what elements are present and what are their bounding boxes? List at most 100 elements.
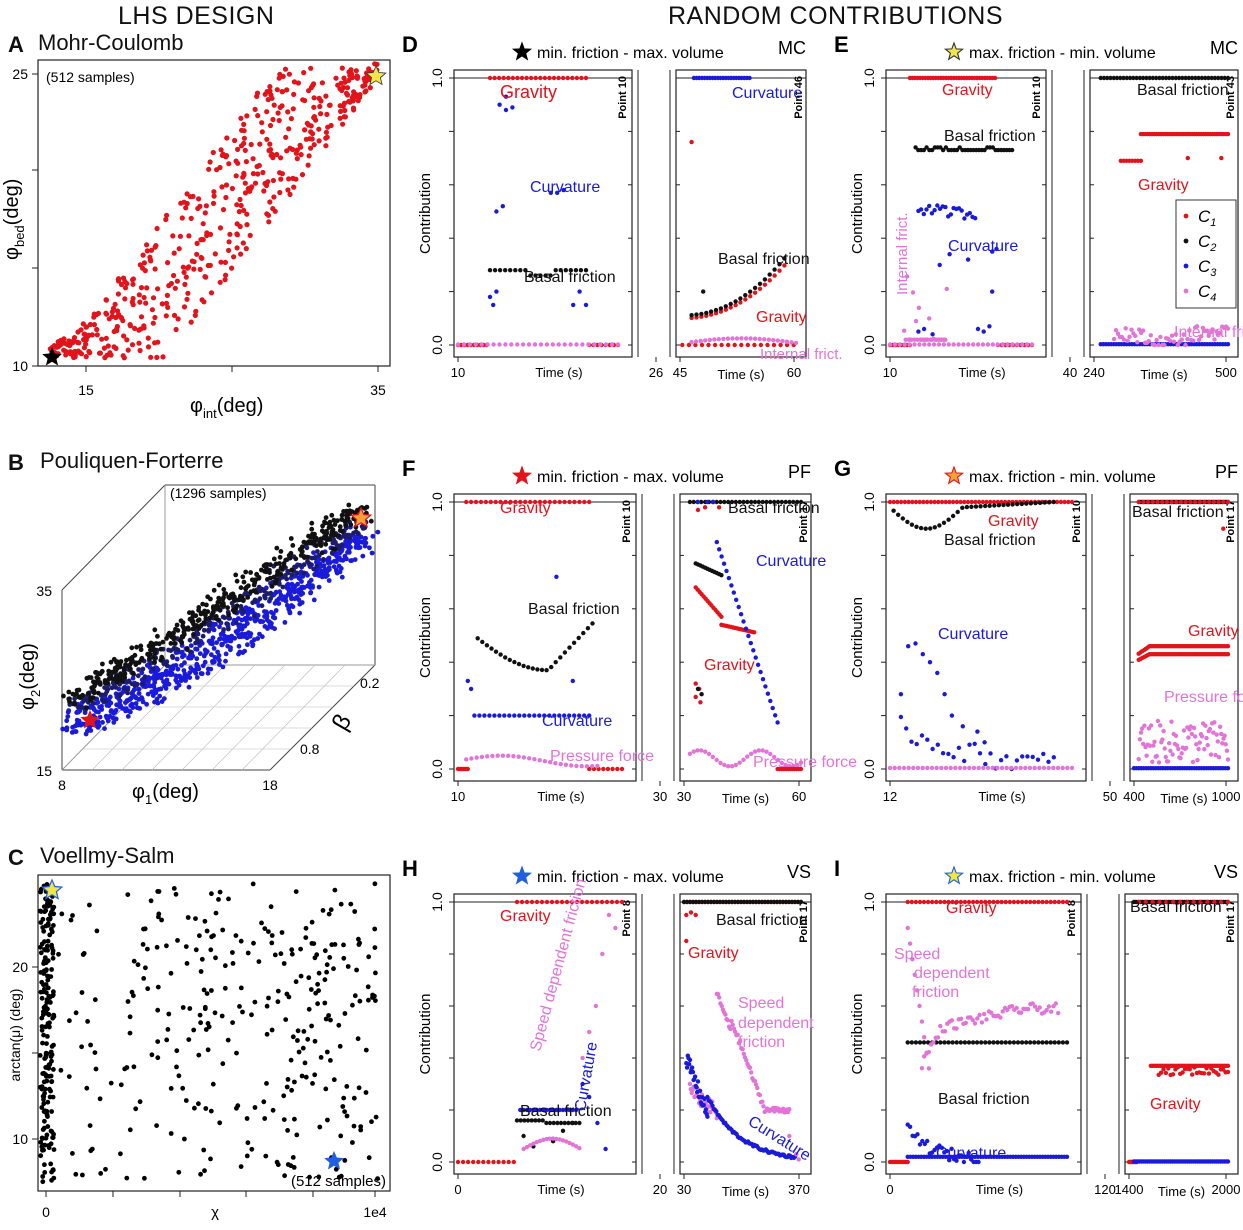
curvature-point — [915, 1132, 920, 1137]
curvature-point — [719, 554, 724, 559]
panel-a-point — [224, 135, 230, 141]
panel-c-point — [285, 1077, 291, 1082]
panel-c-point — [51, 1067, 56, 1072]
left-subplot-frame — [885, 69, 1047, 358]
panel-a-point — [191, 259, 197, 265]
gravity-point — [748, 294, 753, 299]
curvature-point — [981, 329, 986, 334]
panel-b-point — [132, 683, 138, 688]
panel-g-points — [887, 499, 1231, 772]
series-label-e-3: Internal frict. — [894, 212, 911, 295]
panel-b-point — [336, 555, 342, 560]
pink-point — [1037, 765, 1042, 771]
basal-point — [484, 643, 490, 648]
panel-a-point — [198, 254, 204, 261]
panel-a-point — [194, 240, 200, 246]
gravity-point — [1212, 899, 1217, 905]
curvature-point — [560, 1107, 566, 1113]
panel-a-point — [353, 68, 359, 74]
panel-b-point — [224, 621, 230, 627]
curvature-point — [603, 1146, 608, 1152]
basal-point — [777, 262, 782, 267]
panel-c-point — [165, 1027, 171, 1032]
gravity-point — [1036, 899, 1041, 905]
curvature-point — [497, 713, 502, 718]
curvature-point — [487, 713, 492, 718]
panel-b-point — [129, 645, 135, 651]
series-label-i-7: Gravity — [1150, 1096, 1201, 1113]
panel-c-point — [155, 1007, 161, 1013]
basal-point — [1157, 75, 1162, 81]
pink-point — [1162, 746, 1167, 751]
curvature-point — [747, 75, 752, 81]
pink-point — [761, 1104, 766, 1109]
panel-d-points — [455, 75, 799, 348]
pink-point — [796, 1157, 801, 1162]
pink-point — [495, 753, 500, 758]
panel-c-point — [39, 1027, 45, 1033]
basal-point — [498, 652, 503, 657]
panel-c-point — [47, 1094, 53, 1100]
pink-point — [949, 1018, 955, 1023]
panel-c-point — [350, 1002, 355, 1008]
panel-c-point — [266, 929, 271, 934]
pink-point — [780, 338, 785, 344]
panel-b-point — [232, 635, 238, 641]
panel-a-point — [211, 189, 217, 195]
panel-b-point — [185, 625, 191, 631]
panel-b-point — [250, 643, 256, 649]
gravity-point — [706, 342, 711, 348]
pink-point — [766, 337, 771, 342]
panel-c-point — [309, 941, 315, 946]
panel-b-point — [78, 722, 84, 728]
pink-point — [717, 995, 722, 1000]
panel-b-point — [250, 600, 256, 606]
panel-c-point — [199, 956, 205, 962]
panel-c-point — [262, 926, 268, 931]
panel-a-point — [236, 209, 242, 215]
basal-point — [1189, 75, 1195, 81]
panel-b-point — [140, 681, 146, 686]
basal-point — [566, 1120, 571, 1126]
panel-b-point — [313, 536, 318, 542]
pink-point — [927, 316, 932, 321]
panel-b-point — [220, 641, 225, 647]
panel-a-point — [179, 215, 185, 221]
basal-point — [1196, 75, 1201, 81]
gravity-point — [987, 899, 992, 905]
panel-b-point — [168, 648, 174, 653]
panel-b-point — [97, 714, 103, 720]
panel-c-point — [145, 946, 150, 952]
panel-b-point — [136, 686, 142, 692]
panel-b-point — [138, 643, 144, 649]
panel-a-point — [366, 66, 372, 72]
series-label-e-2: Curvature — [948, 238, 1018, 255]
panel-b-point — [273, 589, 279, 595]
panel-a-point — [265, 212, 272, 218]
panel-b-xlabel-main: φ — [132, 781, 145, 803]
pink-point — [926, 1066, 932, 1071]
panel-a-point — [141, 260, 147, 266]
gravity-point — [476, 1159, 481, 1165]
panel-a-point — [199, 297, 205, 303]
gravity-point — [1054, 499, 1060, 505]
basal-point — [775, 499, 781, 505]
basal-point — [1060, 1040, 1066, 1045]
curvature-point — [587, 713, 592, 718]
panel-b-point — [130, 675, 136, 681]
panel-b-point — [318, 536, 324, 542]
gravity-point — [542, 499, 548, 505]
star-black-icon — [42, 347, 62, 366]
panel-b-point — [233, 572, 239, 578]
panel-c-point — [48, 899, 54, 905]
basal-point — [590, 621, 595, 626]
basal-point — [942, 1040, 947, 1045]
panel-b-point — [268, 596, 273, 601]
panel-b-point — [353, 544, 359, 549]
pink-point — [1158, 334, 1163, 340]
basal-point — [973, 504, 979, 509]
panel-a-point — [147, 257, 153, 263]
gravity-point — [483, 499, 489, 505]
